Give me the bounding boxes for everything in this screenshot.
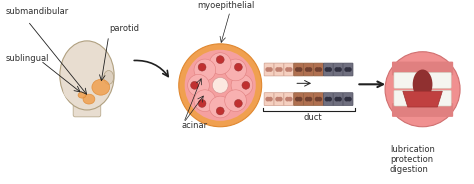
- Circle shape: [188, 75, 210, 96]
- Circle shape: [327, 97, 332, 102]
- Circle shape: [318, 67, 322, 72]
- Circle shape: [295, 97, 300, 102]
- Circle shape: [288, 67, 292, 72]
- Circle shape: [235, 100, 242, 107]
- FancyBboxPatch shape: [394, 72, 451, 88]
- FancyBboxPatch shape: [264, 63, 274, 76]
- Circle shape: [315, 67, 319, 72]
- FancyBboxPatch shape: [304, 93, 313, 106]
- Text: acinar: acinar: [182, 121, 208, 130]
- Circle shape: [231, 75, 253, 96]
- Ellipse shape: [60, 41, 114, 110]
- Text: protection: protection: [390, 155, 433, 164]
- Circle shape: [298, 67, 302, 72]
- Circle shape: [335, 67, 339, 72]
- Text: sublingual: sublingual: [6, 54, 49, 63]
- FancyBboxPatch shape: [343, 93, 353, 106]
- Text: digestion: digestion: [390, 165, 429, 174]
- FancyBboxPatch shape: [333, 63, 343, 76]
- Circle shape: [347, 67, 352, 72]
- Circle shape: [298, 97, 302, 102]
- Circle shape: [344, 67, 349, 72]
- FancyBboxPatch shape: [274, 63, 284, 76]
- Circle shape: [295, 67, 300, 72]
- Circle shape: [225, 90, 246, 112]
- Circle shape: [198, 100, 206, 107]
- Circle shape: [285, 67, 290, 72]
- Circle shape: [225, 59, 246, 81]
- FancyBboxPatch shape: [294, 63, 304, 76]
- FancyBboxPatch shape: [392, 62, 453, 75]
- Circle shape: [305, 97, 310, 102]
- Circle shape: [308, 67, 312, 72]
- Circle shape: [265, 67, 270, 72]
- Ellipse shape: [78, 92, 86, 98]
- Ellipse shape: [413, 70, 432, 99]
- Circle shape: [285, 97, 290, 102]
- Circle shape: [385, 52, 460, 127]
- FancyBboxPatch shape: [304, 63, 313, 76]
- Ellipse shape: [104, 70, 114, 84]
- Circle shape: [194, 90, 216, 112]
- Circle shape: [315, 97, 319, 102]
- Circle shape: [344, 97, 349, 102]
- Circle shape: [318, 97, 322, 102]
- Circle shape: [268, 97, 273, 102]
- FancyBboxPatch shape: [323, 93, 333, 106]
- Ellipse shape: [63, 76, 101, 104]
- FancyBboxPatch shape: [333, 93, 343, 106]
- Text: parotid: parotid: [109, 24, 140, 33]
- Text: submandibular: submandibular: [6, 7, 69, 16]
- FancyBboxPatch shape: [323, 63, 333, 76]
- FancyBboxPatch shape: [274, 93, 284, 106]
- Ellipse shape: [83, 94, 95, 104]
- FancyBboxPatch shape: [313, 63, 323, 76]
- FancyBboxPatch shape: [313, 93, 323, 106]
- Text: duct: duct: [303, 113, 322, 122]
- Text: myoepithelial: myoepithelial: [198, 1, 255, 10]
- Circle shape: [288, 97, 292, 102]
- Circle shape: [212, 77, 228, 93]
- FancyBboxPatch shape: [73, 88, 101, 117]
- Circle shape: [327, 67, 332, 72]
- FancyBboxPatch shape: [284, 93, 294, 106]
- FancyBboxPatch shape: [343, 63, 353, 76]
- Circle shape: [347, 97, 352, 102]
- Circle shape: [337, 67, 342, 72]
- Circle shape: [268, 67, 273, 72]
- Circle shape: [198, 63, 206, 71]
- Circle shape: [275, 97, 280, 102]
- Circle shape: [275, 67, 280, 72]
- Circle shape: [278, 67, 283, 72]
- Circle shape: [337, 97, 342, 102]
- Circle shape: [210, 53, 231, 75]
- Circle shape: [194, 59, 216, 81]
- Circle shape: [216, 56, 224, 64]
- FancyBboxPatch shape: [284, 63, 294, 76]
- Polygon shape: [403, 91, 442, 107]
- Circle shape: [308, 97, 312, 102]
- FancyBboxPatch shape: [264, 93, 274, 106]
- Circle shape: [325, 97, 329, 102]
- Circle shape: [191, 81, 199, 89]
- FancyBboxPatch shape: [394, 90, 451, 106]
- FancyBboxPatch shape: [294, 93, 304, 106]
- Circle shape: [265, 97, 270, 102]
- Circle shape: [179, 44, 262, 127]
- Circle shape: [242, 81, 250, 89]
- Circle shape: [216, 107, 224, 115]
- Circle shape: [335, 97, 339, 102]
- Circle shape: [325, 67, 329, 72]
- FancyBboxPatch shape: [392, 103, 453, 117]
- Circle shape: [185, 50, 256, 121]
- Circle shape: [235, 63, 242, 71]
- Circle shape: [305, 67, 310, 72]
- Text: lubrication: lubrication: [390, 145, 435, 154]
- Circle shape: [278, 97, 283, 102]
- Ellipse shape: [92, 79, 109, 95]
- Circle shape: [210, 96, 231, 118]
